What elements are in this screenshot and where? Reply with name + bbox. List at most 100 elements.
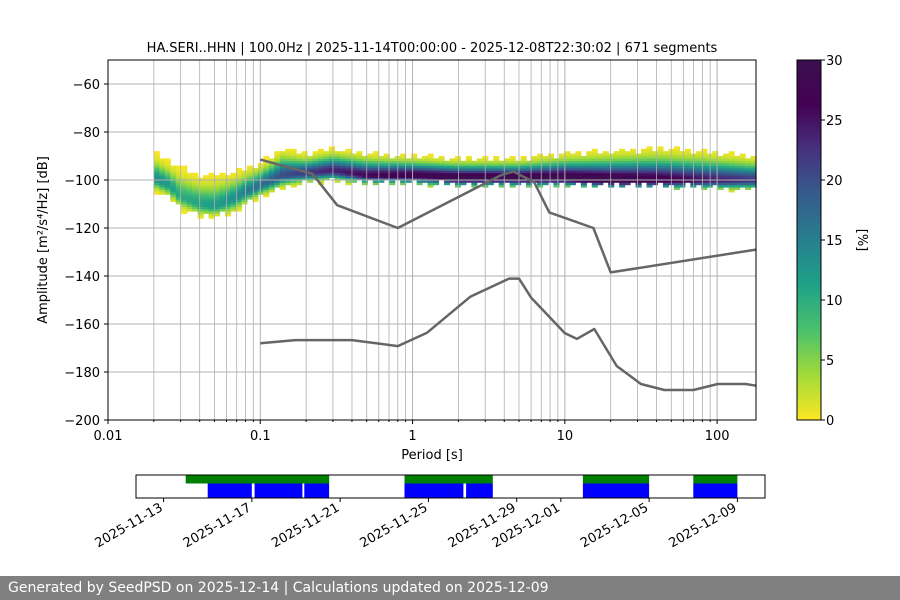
psd-coverage-bar <box>404 483 464 498</box>
heatmap-cell <box>230 194 237 198</box>
heatmap-cell <box>745 175 752 178</box>
heatmap-cell <box>493 170 500 174</box>
heatmap-cell <box>235 189 243 193</box>
heatmap-cell <box>734 158 741 162</box>
heatmap-cell <box>230 182 237 186</box>
heatmap-cell <box>416 177 423 181</box>
heatmap-cell <box>575 170 582 174</box>
heatmap-cell <box>460 182 467 186</box>
heatmap-cell <box>208 175 215 178</box>
heatmap-cell <box>405 165 412 169</box>
heatmap-cell <box>246 189 253 193</box>
heatmap-cell <box>487 163 494 166</box>
heatmap-cell <box>235 177 243 181</box>
heatmap-cell <box>597 182 604 186</box>
heatmap-cell <box>547 175 555 178</box>
heatmap-cell <box>712 168 719 171</box>
heatmap-cell <box>460 177 467 181</box>
timeline-tick-label: 2025-11-17 <box>181 500 254 551</box>
heatmap-cell <box>498 177 505 181</box>
heatmap-cell <box>531 163 538 166</box>
heatmap-cell <box>509 158 516 162</box>
heatmap-cell <box>257 184 264 188</box>
heatmap-cell <box>750 168 757 171</box>
heatmap-cell <box>268 189 275 193</box>
heatmap-cell <box>268 172 275 176</box>
heatmap-cell <box>613 163 620 166</box>
heatmap-cell <box>547 180 555 183</box>
heatmap-cell <box>591 180 598 183</box>
heatmap-cell <box>635 184 642 188</box>
heatmap-cell <box>383 170 390 174</box>
heatmap-cell <box>564 168 571 171</box>
heatmap-cell <box>630 151 637 154</box>
heatmap-cell <box>208 206 215 210</box>
heatmap-cell <box>712 158 719 162</box>
heatmap-cell <box>367 168 374 171</box>
heatmap-cell <box>619 158 626 162</box>
heatmap-cell <box>214 177 221 181</box>
heatmap-cell <box>405 160 412 164</box>
heatmap-cell <box>613 175 620 178</box>
heatmap-cell <box>329 148 336 152</box>
heatmap-cell <box>602 172 609 176</box>
heatmap-cell <box>214 206 221 210</box>
heatmap-cell <box>279 158 286 162</box>
heatmap-cell <box>159 158 166 162</box>
heatmap-cell <box>695 153 702 157</box>
heatmap-cell <box>214 189 221 193</box>
heatmap-cell <box>646 148 653 152</box>
heatmap-cell <box>580 184 587 188</box>
y-tick-label: −160 <box>64 318 100 333</box>
heatmap-cell <box>586 172 593 176</box>
heatmap-cell <box>547 165 555 169</box>
heatmap-cell <box>263 194 270 198</box>
heatmap-cell <box>405 180 412 183</box>
heatmap-cell <box>186 206 193 210</box>
heatmap-cell <box>411 168 418 171</box>
heatmap-cell <box>695 175 702 178</box>
heatmap-cell <box>197 180 204 183</box>
heatmap-cell <box>318 158 325 162</box>
heatmap-cell <box>673 170 680 174</box>
heatmap-cell <box>411 175 418 178</box>
heatmap-cell <box>657 151 664 154</box>
heatmap-cell <box>214 182 221 186</box>
heatmap-cell <box>411 170 418 174</box>
heatmap-cell <box>219 177 226 181</box>
heatmap-cell <box>624 160 631 164</box>
heatmap-cell <box>673 153 680 157</box>
heatmap-cell <box>159 177 166 181</box>
heatmap-cell <box>323 160 330 164</box>
heatmap-cell <box>235 199 243 202</box>
heatmap-cell <box>225 213 232 217</box>
heatmap-cell <box>520 158 527 162</box>
heatmap-cell <box>235 182 243 186</box>
heatmap-cell <box>186 192 193 195</box>
heatmap-cell <box>553 177 560 181</box>
heatmap-cell <box>307 170 314 174</box>
heatmap-cell <box>657 156 664 159</box>
heatmap-cell <box>498 180 505 183</box>
heatmap-cell <box>208 196 215 200</box>
heatmap-cell <box>641 177 648 181</box>
heatmap-cell <box>591 160 598 164</box>
x-axis-ticks: 0.01 0.1 1 10 100 <box>94 420 730 444</box>
heatmap-cell <box>673 175 680 178</box>
heatmap-cell <box>307 177 314 181</box>
heatmap-cell <box>268 158 275 162</box>
heatmap-cell <box>268 177 275 181</box>
heatmap-cell <box>175 175 182 178</box>
heatmap-cell <box>630 163 637 166</box>
heatmap-cell <box>597 177 604 181</box>
heatmap-cell <box>695 160 702 164</box>
heatmap-cell <box>225 201 232 205</box>
heatmap-cell <box>717 168 724 171</box>
heatmap-cell <box>372 182 379 186</box>
heatmap-cell <box>493 168 500 171</box>
heatmap-cell <box>219 180 226 183</box>
heatmap-cell <box>651 153 659 157</box>
heatmap-cell <box>526 172 533 176</box>
heatmap-cell <box>487 160 494 164</box>
heatmap-cell <box>192 206 199 210</box>
